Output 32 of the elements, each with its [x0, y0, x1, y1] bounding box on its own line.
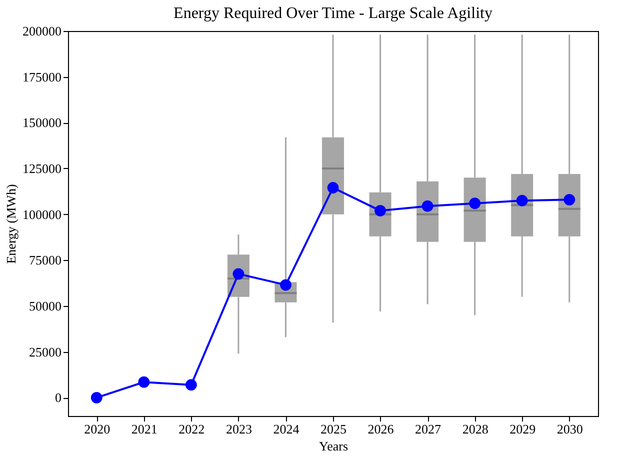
x-tick-label: 2023	[226, 422, 252, 436]
x-tick-label: 2025	[320, 422, 346, 436]
x-tick-label: 2022	[178, 422, 205, 436]
y-tick-label: 125000	[22, 161, 62, 176]
point	[564, 194, 576, 206]
point	[280, 279, 292, 291]
x-tick-label: 2024	[273, 422, 300, 436]
x-tick-label: 2028	[462, 422, 488, 436]
x-tick-label: 2026	[368, 422, 394, 436]
point	[516, 194, 528, 206]
x-axis-title: Years	[318, 438, 348, 454]
point	[138, 376, 150, 388]
x-tick-label: 2029	[510, 422, 536, 436]
point	[327, 182, 339, 194]
point	[469, 198, 481, 210]
x-tick-label: 2030	[556, 422, 583, 436]
y-axis-title: Energy (MWh)	[4, 184, 18, 264]
x-tick-label: 2020	[84, 422, 110, 436]
y-tick-label: 50000	[29, 298, 62, 314]
y-tick-label: 25000	[29, 344, 62, 360]
x-tick-label: 2027	[415, 422, 442, 436]
y-tick-label: 200000	[22, 24, 62, 38]
y-tick-label: 150000	[22, 115, 62, 130]
chart-title: Energy Required Over Time - Large Scale Agility	[174, 5, 492, 22]
point	[422, 200, 434, 212]
point	[90, 392, 102, 404]
y-tick-label: 0	[55, 390, 62, 406]
x-tick-label: 2021	[131, 422, 158, 436]
y-tick-label: 175000	[22, 69, 62, 84]
y-tick-label: 75000	[29, 252, 62, 268]
point	[185, 379, 197, 391]
y-tick-label: 100000	[22, 206, 62, 222]
